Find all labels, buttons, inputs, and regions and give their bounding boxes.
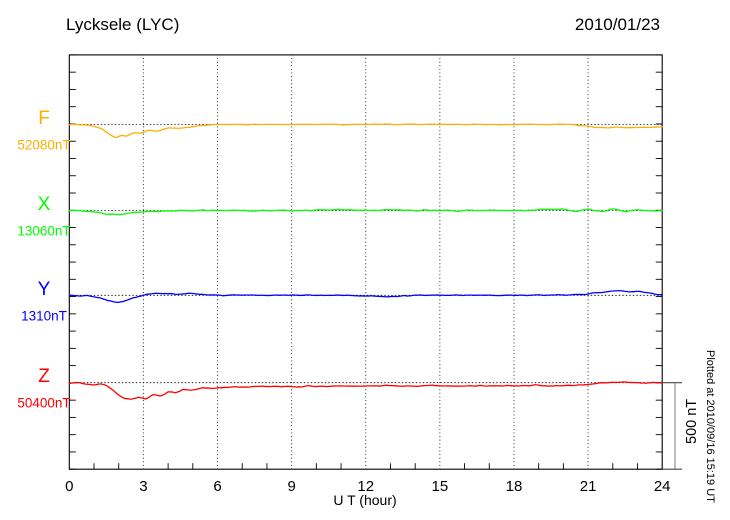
- svg-text:0: 0: [65, 478, 73, 495]
- svg-text:1310nT: 1310nT: [21, 308, 67, 323]
- svg-text:3: 3: [139, 478, 147, 495]
- svg-text:15: 15: [432, 478, 449, 495]
- svg-text:6: 6: [213, 478, 221, 495]
- svg-text:Y: Y: [38, 279, 51, 300]
- svg-text:12: 12: [357, 478, 374, 495]
- svg-text:50400nT: 50400nT: [17, 396, 70, 411]
- svg-text:13060nT: 13060nT: [17, 224, 70, 239]
- svg-text:21: 21: [580, 478, 597, 495]
- svg-text:18: 18: [506, 478, 523, 495]
- svg-text:52080nT: 52080nT: [17, 137, 70, 152]
- svg-text:F: F: [38, 108, 50, 129]
- svg-text:X: X: [38, 194, 51, 215]
- svg-text:9: 9: [287, 478, 295, 495]
- svg-text:24: 24: [654, 478, 671, 495]
- svg-text:Z: Z: [38, 366, 50, 387]
